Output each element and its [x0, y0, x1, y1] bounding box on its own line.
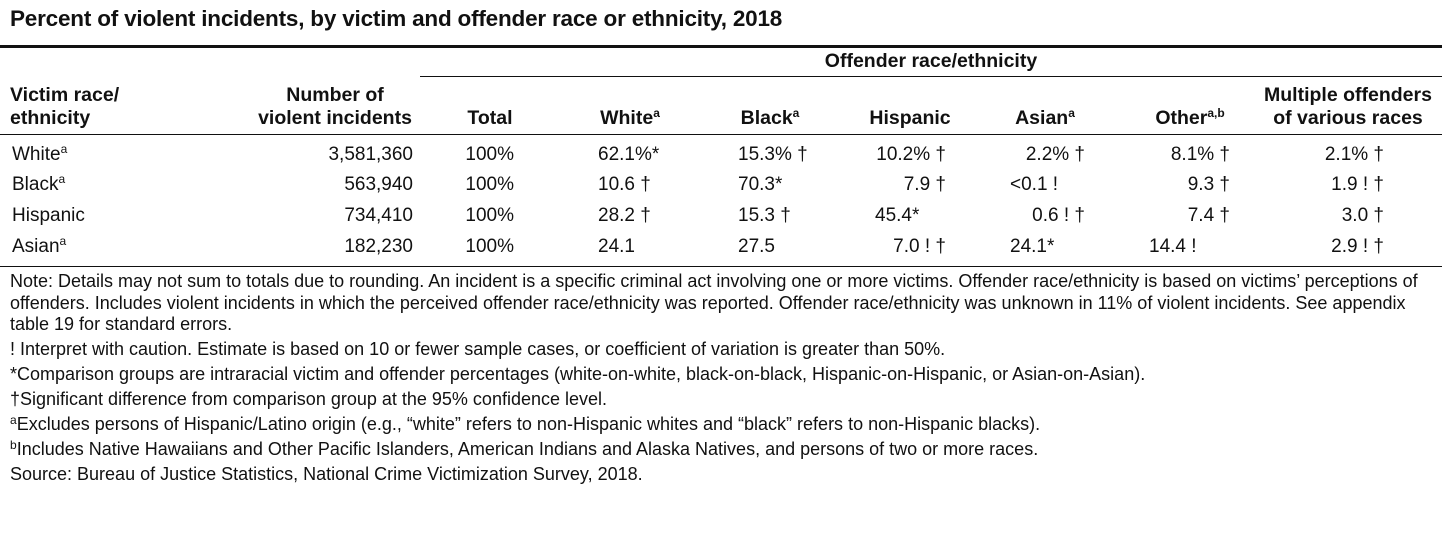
footnotes: Note: Details may not sum to totals due … — [10, 271, 1435, 489]
cell-other-offender: 7.4 † — [1187, 205, 1230, 226]
cell-multiple-offenders: 3.0 † — [1341, 205, 1384, 226]
cell-black-offender: 27.5 — [738, 236, 775, 257]
cell-hispanic-offender: 10.2% † — [876, 144, 946, 165]
cell-multiple-offenders: 2.1% † — [1324, 144, 1384, 165]
row-label-white: Whitea — [12, 142, 68, 165]
cell-total: 100% — [465, 236, 514, 257]
number-header: Number of violent incidents — [258, 84, 412, 129]
white-offender-header: Whitea — [600, 106, 660, 129]
victim-header: Victim race/ ethnicity — [10, 84, 120, 129]
significance-footnote: †Significant difference from comparison … — [10, 389, 608, 409]
cell-other-offender: 9.3 † — [1187, 174, 1230, 195]
source-line: Source: Bureau of Justice Statistics, Na… — [10, 464, 643, 484]
cell-asian-offender: 0.6 ! † — [1032, 205, 1085, 226]
cell-asian-offender: <0.1 ! — [1010, 174, 1059, 195]
cell-white-offender: 62.1%* — [598, 144, 660, 165]
cell-multiple-offenders: 1.9 ! † — [1331, 174, 1384, 195]
table-title: Percent of violent incidents, by victim … — [10, 6, 783, 31]
note-text: Note: Details may not sum to totals due … — [10, 271, 1418, 334]
cell-white-offender: 10.6 † — [598, 174, 651, 195]
cell-black-offender: 70.3* — [738, 174, 783, 195]
hispanic-offender-header: Hispanic — [869, 107, 951, 129]
row-label-asian: Asiana — [12, 234, 67, 257]
cell-number: 734,410 — [344, 205, 413, 226]
cell-hispanic-offender: 45.4* — [875, 205, 920, 226]
spanner-rule — [420, 76, 1442, 77]
cell-total: 100% — [465, 174, 514, 195]
footnote-b: bIncludes Native Hawaiians and Other Pac… — [10, 438, 1039, 459]
cell-hispanic-offender: 7.0 ! † — [893, 236, 946, 257]
cell-total: 100% — [465, 144, 514, 165]
cell-black-offender: 15.3% † — [738, 144, 808, 165]
cell-asian-offender: 24.1* — [1010, 236, 1055, 257]
row-label-black: Blacka — [12, 172, 66, 195]
offender-spanner-header: Offender race/ethnicity — [824, 50, 1038, 72]
footnote-a: aExcludes persons of Hispanic/Latino ori… — [10, 413, 1041, 434]
black-offender-header: Blacka — [740, 106, 800, 129]
cell-number: 182,230 — [344, 236, 413, 257]
caution-footnote: ! Interpret with caution. Estimate is ba… — [10, 339, 946, 359]
row-label-hispanic: Hispanic — [12, 205, 85, 226]
cell-hispanic-offender: 7.9 † — [903, 174, 946, 195]
cell-white-offender: 28.2 † — [598, 205, 651, 226]
cell-black-offender: 15.3 † — [738, 205, 791, 226]
cell-multiple-offenders: 2.9 ! † — [1331, 236, 1384, 257]
cell-total: 100% — [465, 205, 514, 226]
comparison-footnote: *Comparison groups are intraracial victi… — [10, 364, 1146, 384]
asian-offender-header: Asiana — [1015, 106, 1075, 129]
cell-asian-offender: 2.2% † — [1025, 144, 1085, 165]
cell-other-offender: 14.4 ! — [1149, 236, 1197, 257]
cell-other-offender: 8.1% † — [1170, 144, 1230, 165]
other-offender-header: Othera,b — [1155, 106, 1225, 129]
table-bottom-rule — [0, 266, 1442, 267]
cell-white-offender: 24.1 — [598, 236, 635, 257]
multiple-offenders-header: Multiple offenders of various races — [1264, 84, 1432, 129]
header-rule — [0, 134, 1442, 135]
cell-number: 563,940 — [344, 174, 413, 195]
top-rule — [0, 45, 1442, 48]
total-header: Total — [467, 107, 513, 129]
cell-number: 3,581,360 — [328, 144, 413, 165]
